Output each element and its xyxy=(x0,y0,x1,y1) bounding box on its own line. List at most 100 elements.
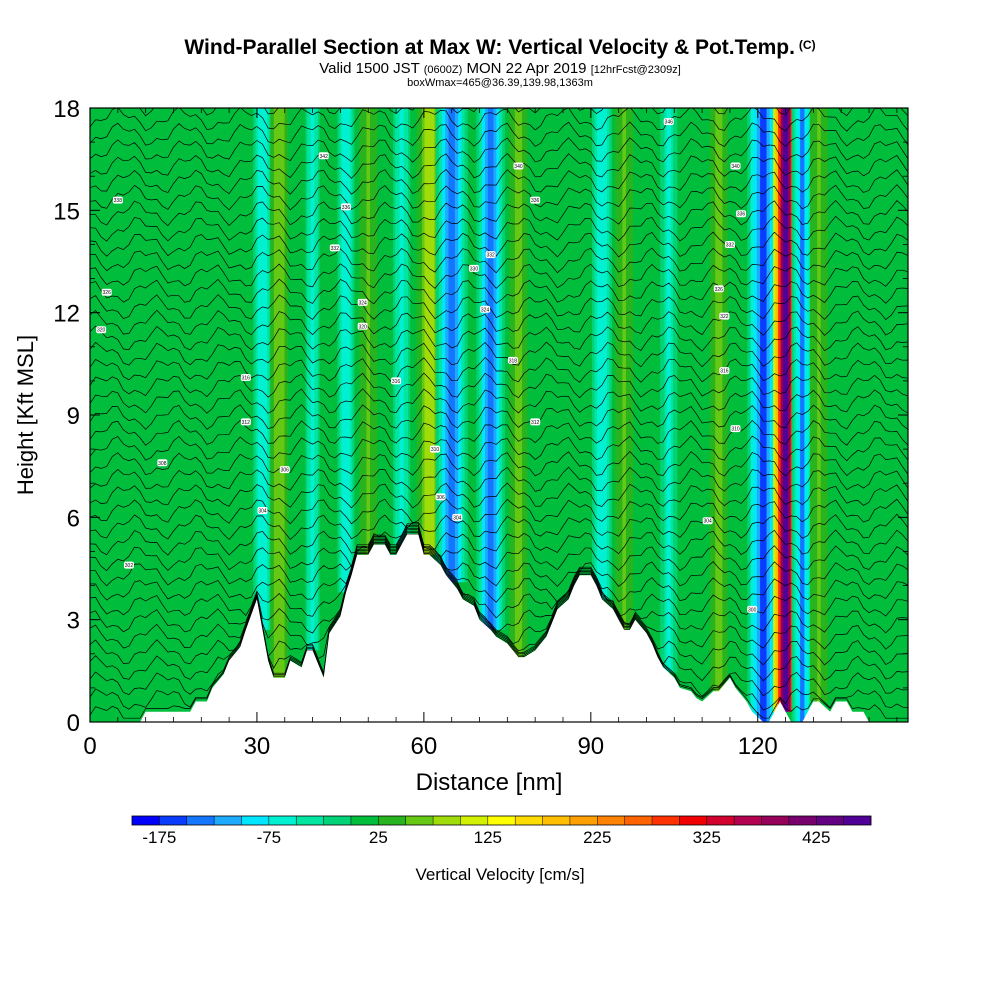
colorbar-swatch xyxy=(433,816,461,825)
isentrope-label-bg xyxy=(435,493,446,501)
isentrope-label-bg xyxy=(719,312,730,320)
isentrope-label: 346 xyxy=(665,120,674,126)
isentrope-label-bg xyxy=(357,322,368,330)
isentrope-label-bg xyxy=(513,162,524,170)
valid-time-utc: (0600Z) xyxy=(423,64,463,76)
isentrope-label: 336 xyxy=(342,205,351,211)
isentrope-labels: 338 326 320 316 312 308 306 304 302 342 336 332 324 3… xyxy=(96,118,758,613)
isentrope-label: 322 xyxy=(720,314,729,320)
isentrope-label: 320 xyxy=(97,328,106,334)
isentrope-label: 304 xyxy=(258,509,267,515)
isentrope-line xyxy=(90,420,908,446)
isentrope-label: 304 xyxy=(704,519,713,525)
velocity-band-17-level-1 xyxy=(817,108,821,702)
colorbar-swatch xyxy=(816,816,844,825)
colorbar-frame xyxy=(131,815,872,826)
isentrope-label-bg xyxy=(340,203,351,211)
colorbar-swatch xyxy=(241,816,270,825)
velocity-band-5-level-1 xyxy=(399,108,404,545)
isentrope-line xyxy=(90,498,908,525)
colorbar-tick-label: -75 xyxy=(257,828,282,847)
isentrope-label-bg xyxy=(747,605,758,613)
x-tick-label: 0 xyxy=(83,733,96,760)
colorbar-label: Vertical Velocity [cm/s] xyxy=(415,865,584,884)
isentrope-line xyxy=(90,538,908,711)
x-tick-label: 60 xyxy=(411,733,438,760)
velocity-band-13-level-1 xyxy=(717,108,721,692)
isentrope-line xyxy=(90,137,908,163)
isentrope-label: 336 xyxy=(531,198,540,204)
isentrope-line xyxy=(90,215,908,242)
isentrope-line xyxy=(90,169,908,195)
isentrope-line xyxy=(90,372,908,399)
isentrope-label-bg xyxy=(468,264,479,272)
isentrope-label-bg xyxy=(112,196,123,204)
colorbar-swatch xyxy=(296,816,324,825)
isentrope-line xyxy=(90,535,908,682)
colorbar-swatch xyxy=(569,816,598,825)
isentrope-label-bg xyxy=(430,445,441,453)
y-tick-label: 18 xyxy=(53,96,80,123)
velocity-band-1-level-1 xyxy=(277,108,281,678)
isentrope-line xyxy=(90,325,908,352)
isentrope-label-bg xyxy=(702,517,713,525)
colorbar-swatch xyxy=(597,816,625,825)
isentrope-label: 312 xyxy=(242,420,251,426)
colorbar-tick-label: 225 xyxy=(583,828,611,847)
colorbar-tick-label: 325 xyxy=(693,828,721,847)
colorbar-tick-label: 25 xyxy=(369,828,388,847)
isentrope-line xyxy=(90,231,908,258)
y-tick-label: 9 xyxy=(67,403,80,430)
velocity-band-0-level-1 xyxy=(260,108,265,630)
isentrope-line xyxy=(90,309,908,336)
colorbar-swatch xyxy=(734,816,762,825)
chart-title-text: Wind-Parallel Section at Max W: Vertical… xyxy=(184,36,795,59)
isentrope-line xyxy=(90,263,908,289)
colorbar-swatch xyxy=(487,816,516,825)
forecast-info: [12hrFcst@2309z] xyxy=(590,64,681,76)
isentrope-label-bg xyxy=(329,244,340,252)
isentrope-line xyxy=(90,435,908,462)
velocity-band-14-level-1 xyxy=(760,108,767,722)
isentrope-label-bg xyxy=(101,288,112,296)
isentrope-label-bg xyxy=(240,418,251,426)
x-axis-label: Distance [nm] xyxy=(416,769,563,796)
isentrope-line xyxy=(90,404,908,430)
colorbar-swatch xyxy=(679,816,708,825)
isentrope-label: 326 xyxy=(103,290,112,296)
isentrope-line xyxy=(90,532,908,650)
y-tick-label: 3 xyxy=(67,608,80,635)
colorbar-swatch xyxy=(405,816,434,825)
isentrope-label: 316 xyxy=(720,369,729,375)
velocity-band-4-level-1 xyxy=(366,108,371,555)
isentrope-line xyxy=(90,482,908,509)
isentrope-line xyxy=(90,152,908,179)
terrain-mask xyxy=(90,534,908,722)
isentrope-line xyxy=(90,526,908,587)
isentrope-label: 336 xyxy=(737,212,746,218)
colorbar-swatch xyxy=(268,816,297,825)
isentrope-line xyxy=(90,341,908,368)
isentrope-line xyxy=(90,536,908,697)
velocity-band-2-level-1 xyxy=(310,108,315,651)
x-tick-label: 120 xyxy=(738,733,778,760)
isentrope-label: 342 xyxy=(320,154,329,160)
isentrope-label: 318 xyxy=(509,358,518,364)
isentrope-line xyxy=(90,278,908,305)
isentrope-line xyxy=(90,108,908,132)
y-axis-label: Height [Kft MSL] xyxy=(13,335,38,495)
colorbar-swatch xyxy=(652,816,680,825)
velocity-band-12-level-1 xyxy=(666,108,671,673)
isentrope-label-bg xyxy=(663,118,674,126)
isentrope-label-bg xyxy=(485,251,496,259)
velocity-band-6-level-1 xyxy=(426,108,432,555)
isentrope-line xyxy=(90,513,908,541)
colorbar-swatch xyxy=(624,816,653,825)
colorbar-tick-label: -175 xyxy=(142,828,176,847)
y-tick-label: 15 xyxy=(53,198,80,225)
isentrope-label-bg xyxy=(123,561,134,569)
isentrope-label-bg xyxy=(391,377,402,385)
y-tick-label: 0 xyxy=(67,710,80,737)
isentrope-label-bg xyxy=(157,459,168,467)
colorbar-swatch xyxy=(159,816,188,825)
